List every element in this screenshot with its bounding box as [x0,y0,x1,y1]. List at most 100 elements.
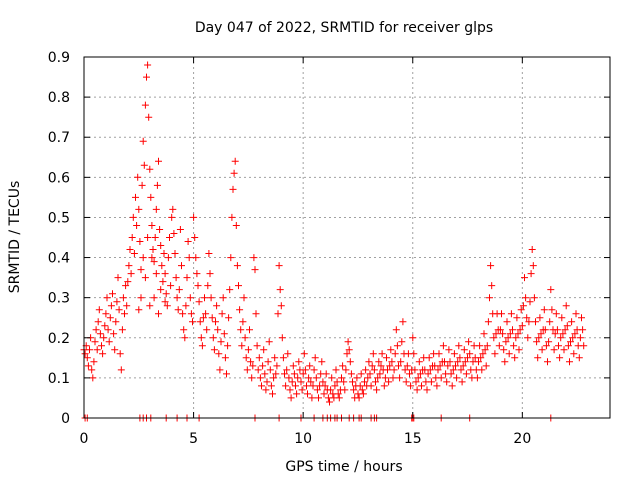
data-point [473,374,481,382]
data-point [427,378,435,386]
data-point [347,370,355,378]
data-point [415,358,423,366]
data-point [564,342,572,350]
data-point [126,246,134,253]
data-point [105,338,113,346]
data-point [331,382,339,390]
data-point [251,266,259,274]
data-point [529,262,537,270]
x-axis-label: GPS time / hours [285,459,402,475]
data-point [578,314,585,322]
data-point [109,290,116,298]
data-point [537,330,545,338]
data-point [140,161,148,169]
data-point [193,270,201,278]
data-point [107,302,115,310]
data-point [338,374,345,382]
data-points [80,61,588,422]
data-point [281,370,288,378]
data-point [519,302,527,310]
data-point [368,362,376,370]
data-point [121,310,128,318]
data-point [272,370,280,378]
data-point [277,302,285,310]
data-point [568,318,576,326]
data-point [157,286,165,294]
data-point [393,342,401,350]
data-point [516,326,524,334]
data-point [183,274,191,282]
data-point [132,193,139,201]
data-point [270,374,278,382]
y-tick-label: 0.5 [48,210,70,226]
data-point [134,173,142,181]
data-point [569,334,577,342]
data-point [292,382,299,390]
data-point [207,294,215,302]
data-point [264,358,272,366]
data-point [546,318,554,326]
data-point [239,318,247,326]
data-point [152,205,160,213]
data-point [217,338,225,346]
data-point [550,346,558,354]
data-point [135,205,143,213]
data-point [517,306,525,314]
data-point [557,334,565,342]
data-point [561,326,569,334]
data-point [579,326,587,334]
y-tick-label: 0.2 [48,331,70,347]
data-point [365,358,373,366]
data-point [157,242,165,249]
data-point [101,322,109,330]
data-point [490,334,498,342]
data-point [374,374,382,382]
data-point [334,390,342,398]
data-point [173,294,181,302]
data-point [123,302,131,310]
data-point [410,350,418,358]
data-point [273,362,281,370]
data-point [560,346,568,354]
data-point [249,362,257,370]
data-point [192,254,200,262]
data-point [250,254,258,262]
data-point [462,370,470,378]
data-point [228,213,236,221]
data-point [252,310,260,318]
data-point [289,362,297,370]
data-point [528,246,536,253]
data-point [141,274,149,282]
data-point [380,382,388,390]
data-point [358,386,366,394]
data-point [369,350,377,358]
data-point [540,306,548,314]
data-point [411,366,419,374]
data-point [484,318,492,326]
data-point [436,362,444,370]
data-point [199,314,207,322]
data-point [434,366,442,374]
data-point [556,354,564,362]
data-point [376,370,384,378]
data-point [89,374,97,382]
data-point [161,270,169,278]
data-point [305,374,313,382]
data-point [525,318,533,326]
plot-frame [83,56,611,419]
data-point [298,386,306,394]
data-point [552,310,560,318]
data-point [187,310,195,318]
data-point [575,354,583,362]
data-point [457,366,465,374]
data-point [373,386,381,394]
data-point [153,181,161,189]
data-point [299,370,307,378]
data-point [448,382,456,390]
data-point [344,338,352,346]
data-point [395,362,402,370]
data-point [518,322,526,330]
data-point [399,318,407,326]
data-point [345,346,353,354]
data-point [265,338,273,346]
